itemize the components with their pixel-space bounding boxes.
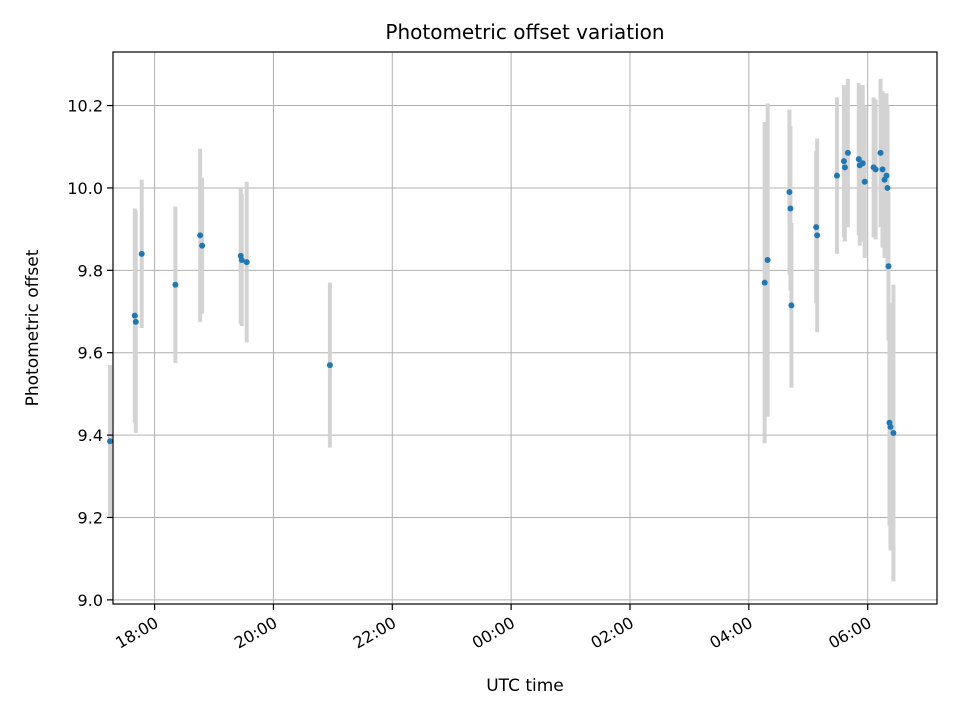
data-point [131, 312, 138, 319]
data-point [326, 362, 333, 369]
data-point [877, 149, 884, 156]
data-point [841, 164, 848, 171]
data-point [243, 259, 250, 266]
data-point [833, 172, 840, 179]
data-point [844, 149, 851, 156]
y-tick-label: 9.4 [78, 426, 103, 445]
data-point [132, 318, 139, 325]
x-axis-label: UTC time [486, 676, 564, 696]
chart-title: Photometric offset variation [385, 20, 664, 44]
data-point [813, 224, 820, 231]
data-points [107, 149, 897, 445]
y-tick-label: 9.2 [78, 508, 103, 527]
y-tick-label: 9.8 [78, 261, 103, 280]
grid-lines [113, 52, 937, 604]
data-point [788, 302, 795, 309]
data-point [879, 166, 886, 173]
data-point [872, 166, 879, 173]
data-point [887, 423, 894, 430]
data-point [761, 279, 768, 286]
y-tick-label: 9.0 [78, 591, 103, 610]
data-point [859, 160, 866, 167]
data-point [855, 156, 862, 163]
data-point [885, 263, 892, 270]
data-point [890, 430, 897, 437]
data-point [861, 178, 868, 185]
data-point [107, 438, 114, 445]
y-axis-label: Photometric offset [23, 249, 43, 406]
data-point [138, 250, 145, 257]
data-point [238, 257, 245, 264]
data-point [197, 232, 204, 239]
data-point [814, 232, 821, 239]
y-tick-label: 10.0 [67, 179, 103, 198]
data-point [840, 158, 847, 165]
y-tick-label: 9.6 [78, 344, 103, 363]
y-tick-label: 10.2 [67, 97, 103, 116]
data-point [787, 205, 794, 212]
data-point [786, 189, 793, 196]
data-point [199, 242, 206, 249]
data-point [764, 257, 771, 264]
data-point [884, 184, 891, 191]
plot-frame [112, 51, 938, 605]
data-point [883, 172, 890, 179]
y-axis: 9.0 9.2 9.4 9.6 9.8 10.0 10.2 [67, 97, 113, 610]
data-point [172, 281, 179, 288]
